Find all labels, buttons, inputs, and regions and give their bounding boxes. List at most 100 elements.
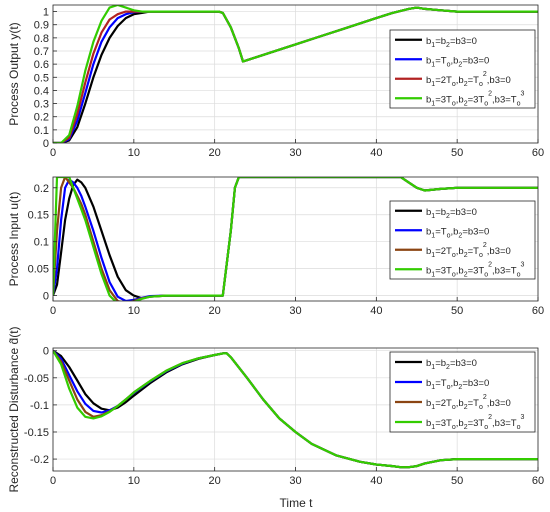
- y-tick-label: 0: [43, 346, 49, 358]
- legend-text-part: =3T: [435, 418, 452, 429]
- legend-text-part: b: [426, 55, 431, 66]
- legend-text-part: =T: [435, 378, 447, 389]
- legend-text-part: 1: [431, 252, 435, 259]
- legend-entry: b1=b2=b3=0: [426, 207, 477, 220]
- x-tick-label: 10: [128, 475, 140, 487]
- y-tick-label: 0.9: [34, 20, 49, 32]
- legend-box: [389, 29, 536, 109]
- legend-text-part: 2: [483, 242, 487, 249]
- y-tick-label: 0.2: [34, 112, 49, 124]
- legend-entry: b1=3To,b2=3To2,b3=To3: [426, 414, 525, 431]
- y-tick-label: 0: [43, 291, 49, 303]
- x-tick-label: 50: [451, 305, 463, 317]
- legend-text-part: b: [426, 265, 431, 276]
- legend-entry: b1=b2=b3=0: [426, 36, 477, 49]
- legend: b1=b2=b3=0b1=To,b2=b3=0b1=2To,b2=To2,b3=…: [389, 200, 536, 280]
- y-axis-label: Process Output y(t): [7, 22, 21, 125]
- y-axis-label: Reconstructed Disturbance d̂(t): [7, 326, 21, 492]
- x-tick-label: 50: [451, 147, 463, 159]
- y-tick-label: 0.05: [28, 264, 49, 276]
- chart-panel-3: 0 10 20 30 40 50 60 0 -0.05 -0.1 -0.15 -0.2 Reconstr…: [7, 326, 544, 492]
- legend-text-part: =T: [468, 246, 480, 257]
- x-tick-label: 40: [370, 147, 382, 159]
- x-tick-label: 60: [532, 305, 544, 317]
- y-tick-label: 0.1: [34, 125, 49, 137]
- legend-text-part: =b3=0: [450, 36, 477, 47]
- legend-text-part: 2: [464, 252, 468, 259]
- legend-text-part: 2: [464, 100, 468, 107]
- legend-text-part: b: [426, 75, 431, 86]
- legend-text-part: o: [452, 271, 456, 278]
- legend-entry: b1=To,b2=b3=0: [426, 55, 489, 68]
- legend-text-part: o: [452, 81, 456, 88]
- x-tick-label: 50: [451, 475, 463, 487]
- legend-text-part: =2T: [435, 398, 452, 409]
- legend-text-part: =3T: [435, 94, 452, 105]
- x-tick-label: 30: [289, 475, 301, 487]
- legend-text-part: b: [426, 418, 431, 429]
- legend-entry: b1=2To,b2=To2,b3=0: [426, 242, 511, 259]
- x-tick-label: 0: [50, 475, 56, 487]
- series-line-4: [53, 177, 538, 301]
- legend-text-part: 2: [464, 81, 468, 88]
- legend-entry: b1=To,b2=b3=0: [426, 378, 489, 391]
- legend-text-part: =b3=0: [462, 378, 489, 389]
- legend-text-part: ,b3=T: [492, 265, 517, 276]
- legend-text-part: 2: [458, 61, 462, 68]
- legend-text-part: o: [517, 271, 521, 278]
- legend-text-part: 1: [431, 404, 435, 411]
- legend-entry: b1=b2=b3=0: [426, 358, 477, 371]
- legend-text-part: =3T: [468, 94, 485, 105]
- legend-entry: b1=3To,b2=3To2,b3=To3: [426, 261, 525, 278]
- legend-text-part: =b: [435, 358, 446, 369]
- x-tick-label: 20: [209, 147, 221, 159]
- legend-text-part: ,b: [456, 418, 464, 429]
- legend-text-part: 3: [521, 261, 525, 268]
- chart-panels: 0 10 20 30 40 50 6000.10.20.30.40.50.60.70.80.…: [7, 4, 544, 493]
- y-tick-label: 0.4: [34, 85, 49, 97]
- x-tick-label: 20: [209, 305, 221, 317]
- legend-text-part: =2T: [435, 75, 452, 86]
- x-tick-label: 30: [289, 305, 301, 317]
- legend-entry: b1=3To,b2=3To2,b3=To3: [426, 90, 525, 107]
- legend-text-part: ,b: [456, 246, 464, 257]
- legend-text-part: 2: [446, 213, 450, 220]
- legend-text-part: ,b3=T: [492, 418, 517, 429]
- legend-text-part: =b3=0: [462, 55, 489, 66]
- legend-text-part: 1: [431, 384, 435, 391]
- legend-text-part: o: [479, 81, 483, 88]
- legend-text-part: =T: [468, 75, 480, 86]
- legend-text-part: o: [479, 252, 483, 259]
- legend-text-part: =T: [435, 55, 447, 66]
- legend-text-part: o: [447, 384, 451, 391]
- y-tick-label: -0.2: [30, 454, 49, 466]
- legend-text-part: =T: [468, 398, 480, 409]
- legend-text-part: ,b3=0: [487, 75, 511, 86]
- legend-text-part: 1: [431, 100, 435, 107]
- legend-text-part: b: [426, 378, 431, 389]
- legend-text-part: =T: [435, 226, 447, 237]
- y-tick-label: 1: [43, 7, 49, 19]
- legend-text-part: o: [484, 271, 488, 278]
- legend-text-part: ,b3=0: [487, 398, 511, 409]
- y-tick-label: 0.5: [34, 72, 49, 84]
- legend-text-part: o: [517, 424, 521, 431]
- series-line-4: [53, 350, 538, 469]
- legend-text-part: 2: [483, 71, 487, 78]
- legend-text-part: =3T: [468, 418, 485, 429]
- legend-text-part: ,b: [450, 55, 458, 66]
- y-tick-label: 0.1: [34, 237, 49, 249]
- chart-panel-2: 0 10 20 30 40 50 60 0 0.05 0.1 0.15 0.2 Process Inpu…: [7, 176, 544, 317]
- x-tick-label: 20: [209, 475, 221, 487]
- x-tick-label: 40: [370, 475, 382, 487]
- legend-text-part: o: [447, 232, 451, 239]
- legend-text-part: 1: [431, 61, 435, 68]
- legend-text-part: o: [452, 404, 456, 411]
- legend-text-part: o: [484, 424, 488, 431]
- legend-text-part: =b3=0: [462, 226, 489, 237]
- x-tick-label: 0: [50, 305, 56, 317]
- legend-text-part: ,b3=0: [487, 246, 511, 257]
- legend-text-part: o: [484, 100, 488, 107]
- legend-text-part: =b3=0: [450, 207, 477, 218]
- legend-text-part: =3T: [468, 265, 485, 276]
